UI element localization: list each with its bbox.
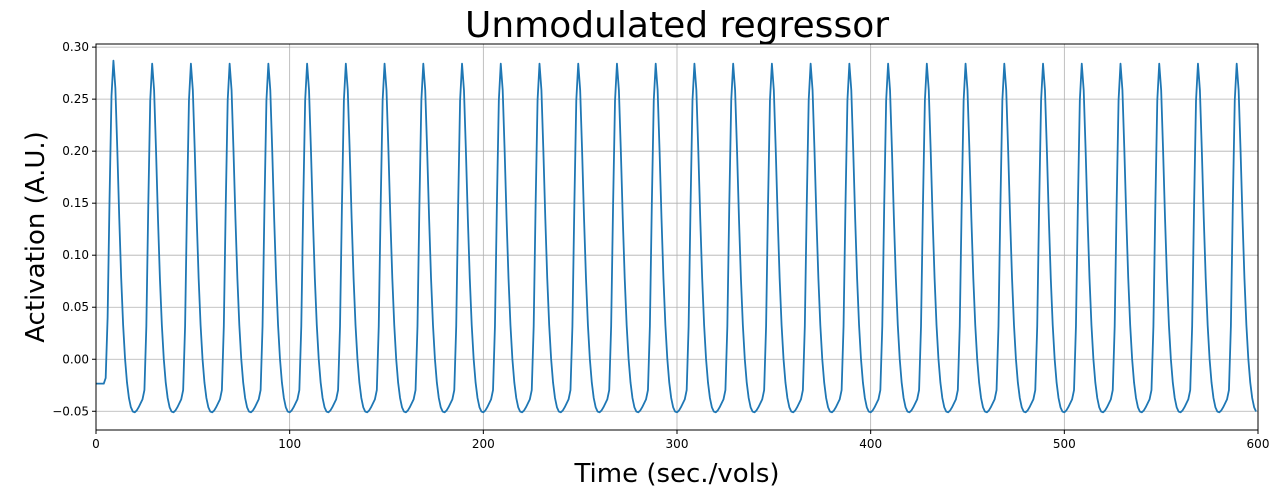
series-line [96, 59, 1257, 414]
y-axis-label: Activation (A.U.) [21, 131, 51, 343]
x-axis: 0 100 200 300 400 500 600 [92, 430, 1269, 451]
y-tick-label: 0.25 [62, 92, 89, 106]
y-tick-label: 0.20 [62, 144, 89, 158]
y-tick-label: 0.30 [62, 40, 89, 54]
x-tick-label: 0 [92, 437, 100, 451]
x-tick-label: 100 [278, 437, 301, 451]
y-tick-label: 0.15 [62, 196, 89, 210]
y-tick-label: −0.05 [52, 404, 89, 418]
x-tick-label: 400 [859, 437, 882, 451]
x-tick-label: 200 [472, 437, 495, 451]
y-tick-label: 0.05 [62, 300, 89, 314]
series-group [96, 59, 1257, 414]
x-tick-label: 300 [666, 437, 689, 451]
chart-title: Unmodulated regressor [465, 5, 889, 46]
y-tick-label: 0.00 [62, 352, 89, 366]
x-tick-label: 500 [1053, 437, 1076, 451]
x-axis-label: Time (sec./vols) [573, 459, 779, 489]
y-axis: −0.05 0.00 0.05 0.10 0.15 0.20 0.25 0.30 [52, 40, 96, 418]
x-tick-label: 600 [1247, 437, 1270, 451]
y-tick-label: 0.10 [62, 248, 89, 262]
